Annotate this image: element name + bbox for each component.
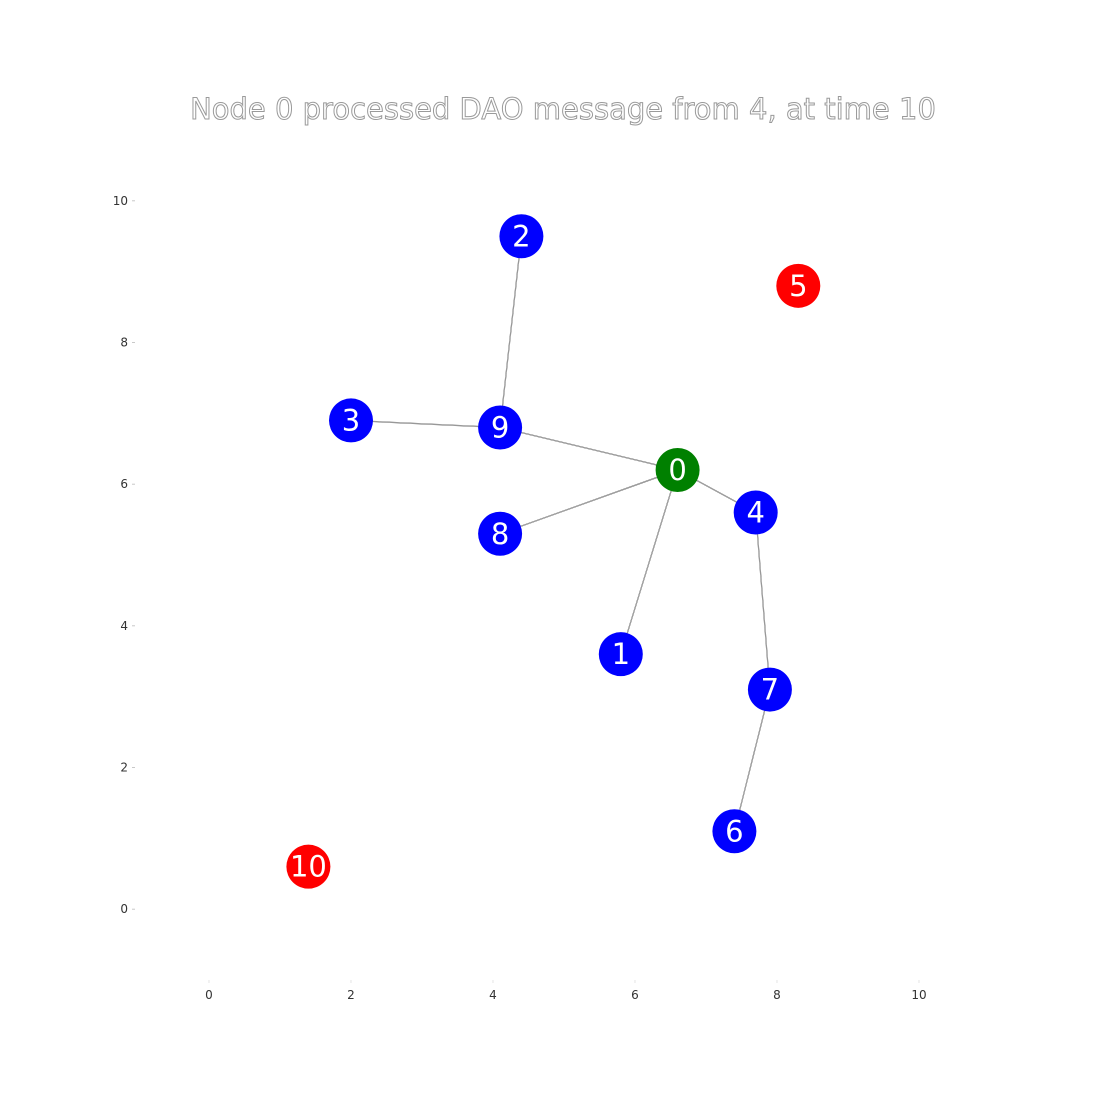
node-circle[interactable] [712, 809, 757, 854]
node-label: 10 [290, 850, 327, 884]
x-tick-label: 4 [489, 988, 497, 1002]
edge-8-0 [499, 469, 678, 535]
node-circle[interactable] [598, 632, 643, 677]
node-4[interactable]: 4 [733, 490, 778, 535]
graph-nodes: 0 1 2 3 4 5 6 7 8 9 10 [286, 214, 821, 889]
edge-7-6 [733, 689, 771, 832]
node-6[interactable]: 6 [712, 809, 757, 854]
node-label: 0 [668, 453, 686, 487]
node-label: 9 [491, 411, 509, 445]
graph-title: Node 0 processed DAO message from 4, at … [190, 92, 937, 127]
edge-2-9 [499, 236, 522, 428]
node-circle[interactable] [747, 667, 792, 712]
node-9[interactable]: 9 [478, 405, 523, 450]
node-label: 5 [789, 269, 807, 303]
y-tick-label: 8 [120, 336, 128, 350]
y-tick-label: 6 [120, 477, 128, 491]
edge-1-0 [620, 469, 679, 655]
node-label: 6 [725, 814, 743, 848]
node-label: 8 [491, 517, 509, 551]
node-circle[interactable] [329, 398, 373, 443]
node-circle[interactable] [286, 844, 331, 889]
node-7[interactable]: 7 [747, 667, 792, 712]
y-tick-label: 0 [120, 902, 128, 916]
node-circle[interactable] [776, 263, 821, 308]
node-2[interactable]: 2 [499, 214, 544, 259]
x-tick-label: 8 [773, 988, 781, 1002]
x-tick-label: 10 [911, 988, 926, 1002]
node-circle[interactable] [478, 405, 523, 450]
y-tick-label: 10 [113, 194, 128, 208]
x-tick-label: 0 [205, 988, 213, 1002]
node-circle[interactable] [733, 490, 778, 535]
y-tick-label: 2 [120, 761, 128, 775]
node-0[interactable]: 0 [655, 448, 700, 492]
node-8[interactable]: 8 [478, 511, 523, 556]
edge-4-7 [755, 512, 771, 690]
node-circle[interactable] [478, 511, 523, 556]
x-tick-label: 6 [631, 988, 639, 1002]
node-circle[interactable] [655, 448, 700, 492]
node-10[interactable]: 10 [286, 844, 331, 889]
node-label: 7 [761, 673, 779, 707]
node-5[interactable]: 5 [776, 263, 821, 308]
node-label: 1 [612, 637, 630, 671]
node-3[interactable]: 3 [329, 398, 373, 443]
y-tick-label: 4 [120, 619, 128, 633]
node-label: 3 [342, 403, 360, 437]
node-1[interactable]: 1 [598, 632, 643, 677]
node-label: 4 [746, 496, 764, 530]
edge-9-0 [499, 426, 678, 471]
node-circle[interactable] [499, 214, 544, 259]
edge-3-9 [350, 419, 501, 429]
graph-edges [350, 236, 771, 832]
node-label: 2 [512, 219, 530, 253]
x-tick-label: 2 [347, 988, 355, 1002]
